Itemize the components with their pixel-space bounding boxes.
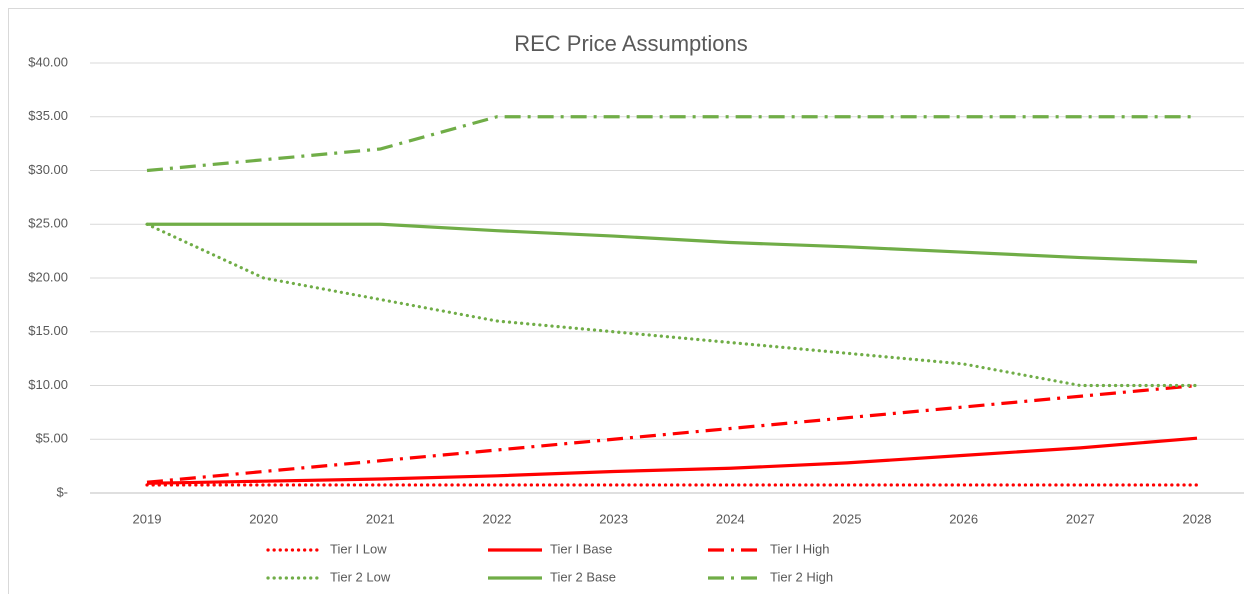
chart-title: REC Price Assumptions — [514, 31, 748, 56]
legend-label: Tier I Base — [550, 541, 612, 556]
x-tick-label: 2023 — [599, 511, 628, 526]
y-tick-label: $15.00 — [28, 323, 68, 338]
chart-border — [8, 8, 1244, 594]
y-tick-label: $35.00 — [28, 108, 68, 123]
x-tick-label: 2027 — [1066, 511, 1095, 526]
y-tick-label: $- — [56, 484, 68, 499]
series-line — [146, 383, 1198, 484]
x-tick-label: 2024 — [716, 511, 745, 526]
x-tick-label: 2026 — [949, 511, 978, 526]
series-line — [145, 222, 1199, 388]
legend-label: Tier 2 Base — [550, 569, 616, 584]
y-tick-label: $10.00 — [28, 377, 68, 392]
x-tick-label: 2021 — [366, 511, 395, 526]
x-tick-label: 2025 — [833, 511, 862, 526]
y-tick-label: $40.00 — [28, 54, 68, 69]
series-line — [146, 115, 1197, 173]
y-tick-label: $30.00 — [28, 162, 68, 177]
series-line — [146, 436, 1198, 485]
legend-label: Tier 2 Low — [330, 569, 391, 584]
legend-label: Tier 2 High — [770, 569, 833, 584]
y-tick-label: $5.00 — [35, 431, 68, 446]
x-tick-label: 2020 — [249, 511, 278, 526]
x-tick-label: 2028 — [1183, 511, 1212, 526]
y-tick-label: $20.00 — [28, 269, 68, 284]
x-tick-label: 2022 — [483, 511, 512, 526]
legend-label: Tier I High — [770, 541, 829, 556]
y-tick-label: $25.00 — [28, 216, 68, 231]
legend-label: Tier I Low — [330, 541, 387, 556]
x-tick-label: 2019 — [133, 511, 162, 526]
series-line — [147, 222, 1198, 264]
